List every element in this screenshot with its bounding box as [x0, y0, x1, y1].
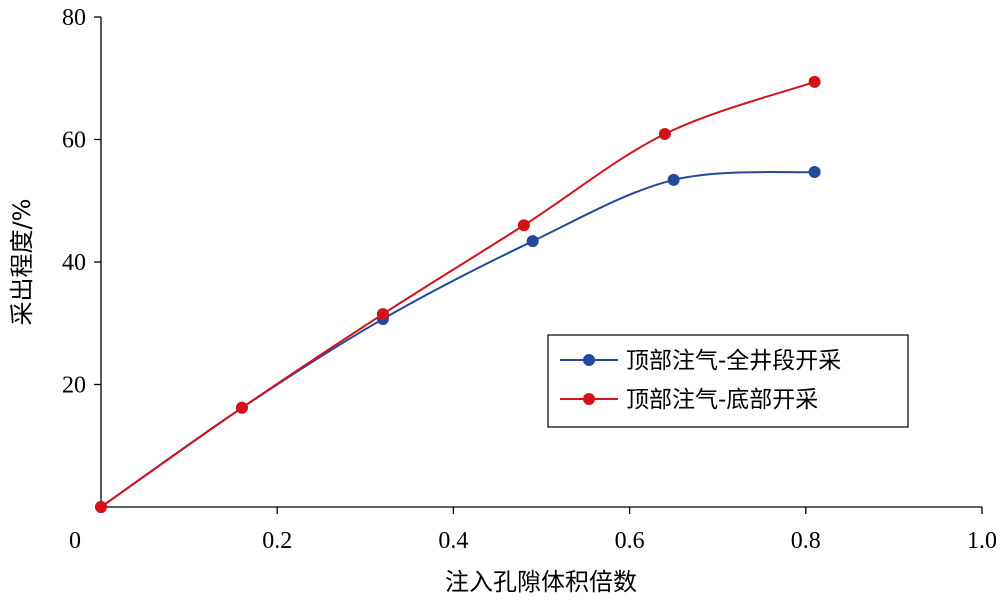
data-point	[526, 235, 539, 248]
x-axis-title: 注入孔隙体积倍数	[445, 568, 637, 596]
data-point	[376, 308, 389, 321]
x-tick-label: 0.6	[615, 528, 645, 554]
y-tick-label: 60	[62, 128, 86, 154]
data-point	[95, 501, 107, 513]
data-point	[517, 219, 530, 232]
legend-marker	[583, 354, 595, 366]
data-point	[808, 75, 821, 88]
x-tick-label: 0.2	[262, 528, 292, 554]
data-point	[667, 173, 680, 186]
legend-label: 顶部注气-底部开采	[626, 387, 818, 413]
x-tick-label: 0.4	[438, 528, 468, 554]
data-point	[808, 165, 821, 178]
x-tick-label: 1.0	[967, 528, 997, 554]
tick-group: 0 0.2 0.4 0.6 0.8 1.0 20 40 60 80	[62, 5, 997, 554]
series-group	[95, 75, 821, 513]
axes	[100, 17, 982, 508]
data-point	[235, 401, 248, 414]
series-line-2	[100, 80, 815, 508]
y-tick-label: 80	[62, 5, 86, 31]
legend-box	[547, 334, 909, 428]
y-tick-label: 20	[62, 373, 86, 399]
y-tick-label: 40	[62, 250, 86, 276]
x-tick-label: 0.8	[791, 528, 821, 554]
data-point	[658, 127, 671, 140]
x-tick-label: 0	[69, 528, 81, 554]
legend-label: 顶部注气-全井段开采	[626, 348, 841, 374]
y-axis-title: 采出程度/%	[8, 199, 36, 326]
legend-marker	[583, 393, 595, 405]
